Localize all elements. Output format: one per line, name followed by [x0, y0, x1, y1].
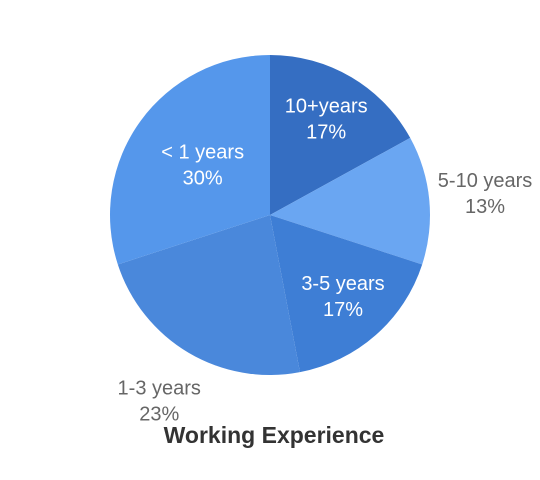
slice-label: 3-5 years: [301, 273, 384, 295]
slice-value-label: 23%: [139, 404, 179, 426]
slice-value-label: 30%: [183, 167, 223, 189]
pie-slice: [117, 215, 300, 375]
pie-slice: [109, 55, 270, 265]
pie-slice: [270, 137, 430, 265]
slice-value-label: 17%: [306, 121, 346, 143]
slice-value-label: 13%: [465, 196, 505, 218]
slice-label: 5-10 years: [438, 170, 533, 192]
slice-label: 10+years: [285, 95, 368, 117]
pie-slice: [270, 215, 423, 373]
slice-value-label: 17%: [323, 299, 363, 321]
pie-slice: [270, 55, 411, 215]
chart-title: Working Experience: [164, 422, 385, 448]
slice-label: 1-3 years: [118, 378, 201, 400]
slice-label: < 1 years: [161, 141, 244, 163]
